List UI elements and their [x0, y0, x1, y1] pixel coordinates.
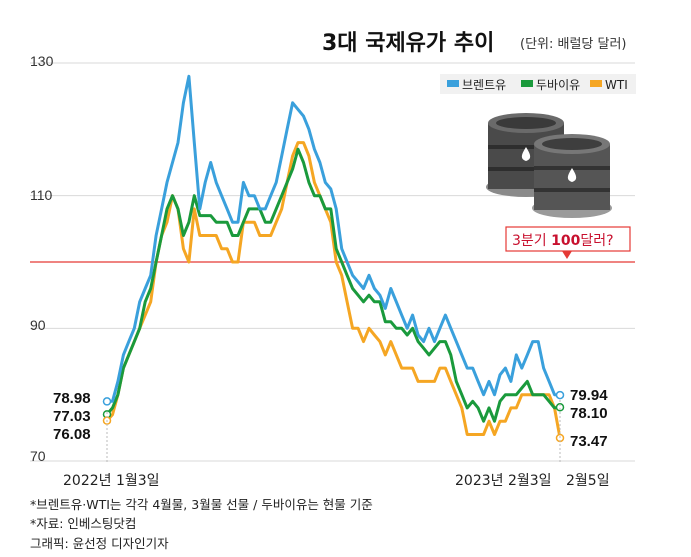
- y-tick-110: 110: [30, 187, 53, 203]
- oil-barrel-icon: [486, 113, 612, 218]
- legend-swatch-brent: [447, 80, 459, 87]
- legend-label-wti: WTI: [605, 78, 628, 92]
- series-line-dubai: [105, 147, 561, 423]
- y-tick-70: 70: [30, 448, 46, 464]
- end-marker-dubai: [555, 403, 565, 412]
- legend-label-dubai: 두바이유: [536, 78, 580, 92]
- y-tick-90: 90: [30, 317, 46, 333]
- chart-title: 3대 국제유가 추이: [322, 31, 494, 56]
- legend-background: [440, 74, 636, 94]
- legend-swatch-wti: [590, 80, 602, 87]
- callout-pointer: [562, 251, 572, 259]
- footnote-3: 그래픽: 윤선정 디자인기자: [30, 536, 169, 551]
- footnote-2: *자료: 인베스팅닷컴: [30, 516, 136, 531]
- series-line-wti: [105, 141, 562, 439]
- x-label-end: 2월5일: [566, 473, 610, 489]
- callout-bold: 100: [551, 233, 580, 249]
- callout-box: [505, 226, 631, 252]
- series-line-brent: [106, 74, 561, 403]
- legend: 브렌트유 두바이유 WTI: [440, 74, 636, 94]
- start-label-wti: 76.08: [53, 426, 91, 443]
- start-label-dubai: 77.03: [53, 408, 91, 425]
- x-label-start: 2022년 1월3일: [63, 473, 160, 489]
- callout-100: 3분기 100달러?: [505, 226, 631, 259]
- footnote-1: *브렌트유·WTI는 각각 4월물, 3월물 선물 / 두바이유는 현물 기준: [30, 497, 373, 512]
- end-label-brent: 79.94: [570, 387, 608, 404]
- end-label-dubai: 78.10: [570, 405, 608, 422]
- callout-suffix: 달러?: [580, 233, 613, 249]
- end-marker-brent: [555, 390, 565, 400]
- legend-swatch-dubai: [521, 80, 533, 87]
- chart-unit: (단위: 배럴당 달러): [520, 37, 627, 52]
- y-tick-130: 130: [30, 53, 54, 69]
- x-label-mid: 2023년 2월3일: [455, 473, 552, 489]
- start-label-brent: 78.98: [53, 390, 91, 407]
- legend-label-brent: 브렌트유: [462, 78, 506, 92]
- callout-text: 3분기 100달러?: [512, 233, 614, 249]
- end-label-wti: 73.47: [570, 433, 608, 450]
- start-marker-brent: [102, 397, 112, 406]
- callout-prefix: 3분기: [512, 233, 551, 249]
